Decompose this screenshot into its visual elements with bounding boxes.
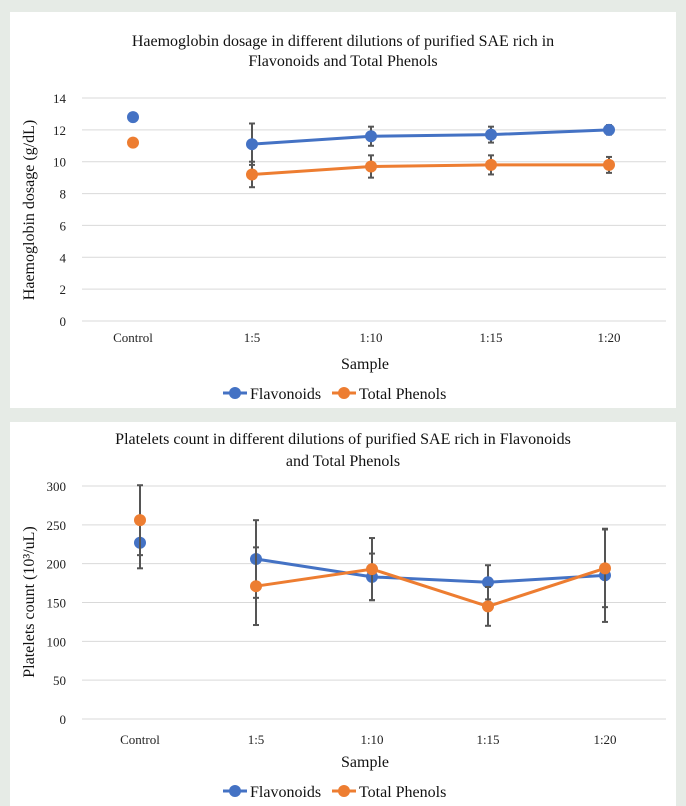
series-line: [251, 163, 609, 176]
x-tick-label: 1:10: [360, 732, 383, 747]
x-tick-label: Control: [120, 732, 160, 747]
x-tick-label: 1:20: [597, 330, 620, 345]
x-tick-label: 1:10: [359, 330, 382, 345]
y-tick-label: 6: [60, 218, 67, 233]
x-tick-label: 1:20: [593, 732, 616, 747]
platelets-chart: Platelets count in different dilutions o…: [21, 431, 666, 801]
chart-title-line2: Flavonoids and Total Phenols: [248, 53, 437, 70]
chart-title-line2: and Total Phenols: [286, 453, 400, 470]
y-tick-label: 300: [47, 479, 67, 494]
chart-title-line1: Platelets count in different dilutions o…: [115, 431, 571, 448]
y-tick-label: 12: [53, 123, 66, 138]
legend-label-flavonoids: Flavonoids: [250, 784, 321, 801]
data-point: [250, 580, 262, 593]
data-point: [485, 158, 497, 171]
data-point: [603, 123, 615, 136]
haemoglobin-chart-panel: Haemoglobin dosage in different dilution…: [10, 12, 676, 408]
legend-label-flavonoids: Flavonoids: [250, 386, 321, 403]
legend-label-total-phenols: Total Phenols: [359, 784, 446, 801]
series-flavonoids: [127, 111, 615, 166]
legend-marker-flavonoids: [229, 785, 241, 797]
data-point: [599, 562, 611, 575]
plot-area: 0 2 4 6 8 10 12 14 Control 1:5 1:10 1:15 1:20: [53, 91, 666, 345]
y-tick-label: 0: [60, 712, 67, 727]
x-tick-label: 1:15: [479, 330, 502, 345]
y-tick-label: 10: [53, 155, 66, 170]
y-tick-label: 150: [47, 596, 67, 611]
data-point: [482, 576, 494, 589]
plot-area: 0 50 100 150 200 250 300 Control 1:5 1:10 1:15 1:20: [47, 479, 666, 747]
y-tick-label: 0: [60, 314, 67, 329]
haemoglobin-chart: Haemoglobin dosage in different dilution…: [21, 33, 666, 403]
data-point: [127, 136, 139, 149]
platelets-chart-panel: Platelets count in different dilutions o…: [10, 422, 676, 806]
data-point: [127, 111, 139, 124]
data-point: [366, 563, 378, 576]
x-axis-label: Sample: [341, 754, 389, 771]
x-tick-label: Control: [113, 330, 153, 345]
data-point: [603, 158, 615, 171]
legend: Flavonoids Total Phenols: [223, 784, 446, 801]
series-line: [255, 566, 606, 608]
y-tick-label: 4: [60, 250, 67, 265]
data-point: [365, 130, 377, 143]
legend: Flavonoids Total Phenols: [223, 386, 446, 403]
series-total-phenols: [127, 136, 615, 189]
x-axis-label: Sample: [341, 356, 389, 373]
y-tick-label: 8: [60, 187, 67, 202]
series-total-phenols: [134, 484, 611, 627]
y-tick-label: 250: [47, 518, 67, 533]
legend-marker-total-phenols: [338, 387, 350, 399]
y-axis-label: Haemoglobin dosage (g/dL): [21, 120, 38, 300]
data-point: [246, 168, 258, 181]
x-tick-label: 1:5: [248, 732, 265, 747]
x-tick-label: 1:5: [244, 330, 261, 345]
x-tick-label: 1:15: [476, 732, 499, 747]
y-tick-label: 14: [53, 91, 67, 106]
legend-label-total-phenols: Total Phenols: [359, 386, 446, 403]
data-point: [246, 138, 258, 151]
y-axis-label: Platelets count (10³/uL): [21, 526, 38, 677]
y-tick-label: 50: [53, 673, 66, 688]
data-point: [365, 160, 377, 173]
y-tick-label: 200: [47, 557, 67, 572]
data-point: [482, 600, 494, 613]
legend-marker-total-phenols: [338, 785, 350, 797]
series-line: [255, 557, 606, 584]
y-tick-label: 100: [47, 634, 67, 649]
data-point: [485, 128, 497, 141]
series-line: [251, 128, 610, 146]
y-tick-label: 2: [60, 282, 67, 297]
data-point: [134, 514, 146, 527]
chart-title-line1: Haemoglobin dosage in different dilution…: [132, 33, 554, 50]
